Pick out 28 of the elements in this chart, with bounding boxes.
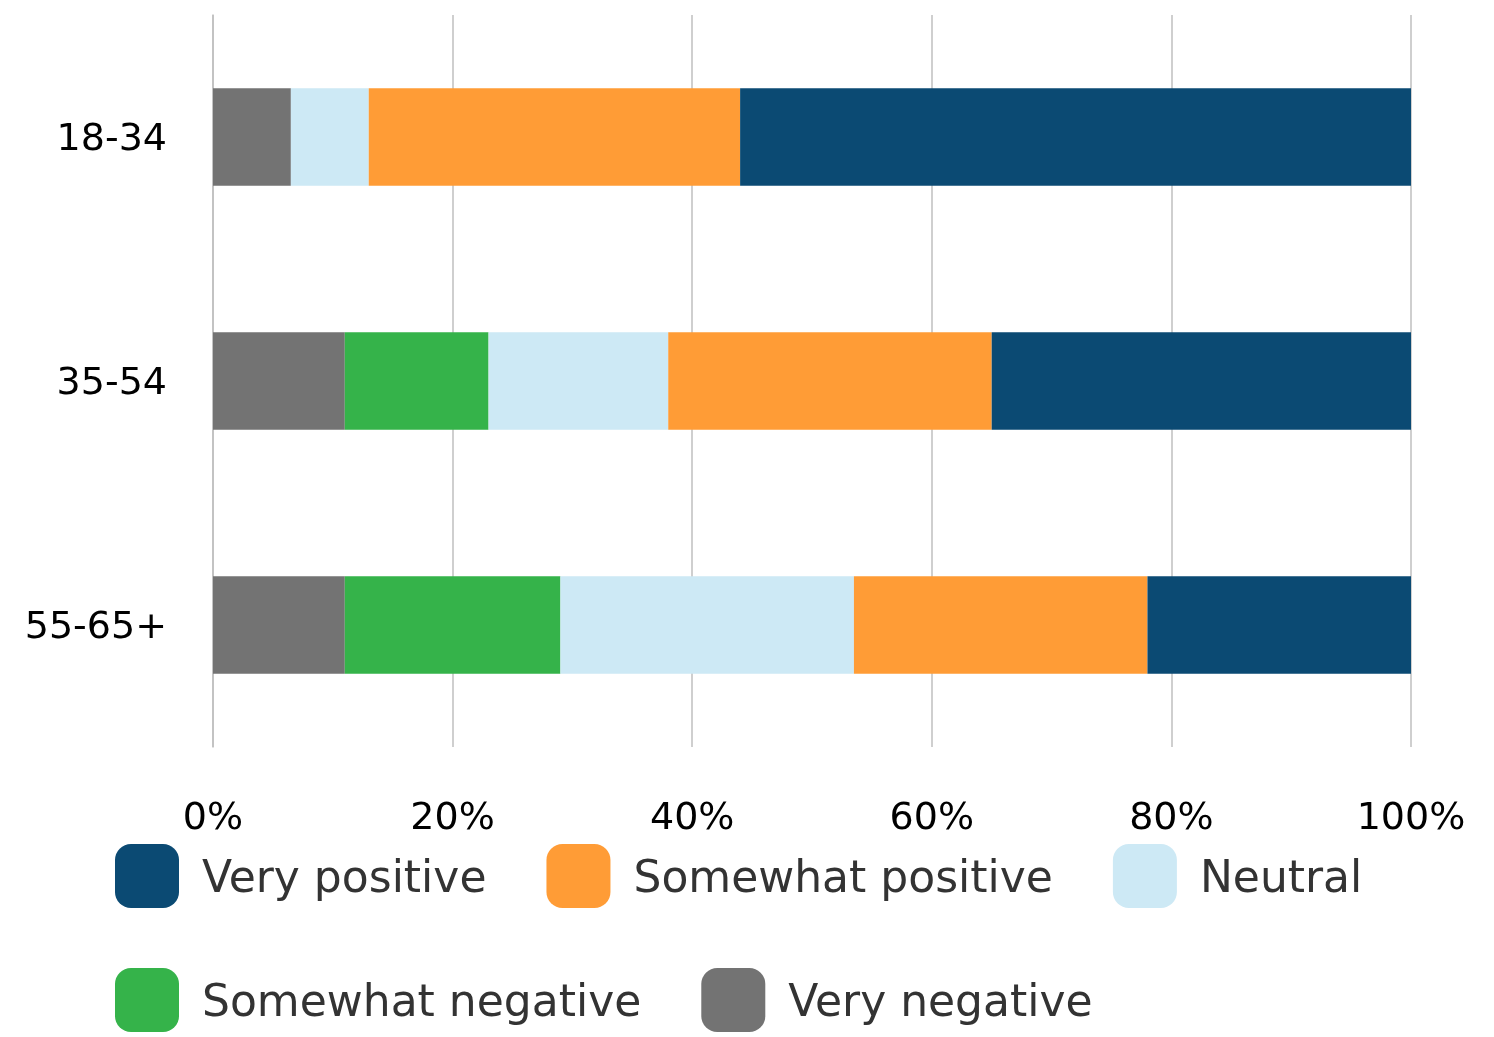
bar: [668, 332, 992, 430]
bar: [368, 88, 741, 186]
bar: [213, 332, 345, 430]
x-tick-label: 60%: [889, 794, 975, 838]
bar: [853, 576, 1148, 674]
legend-label: Very negative: [788, 974, 1093, 1026]
x-tick-label: 100%: [1356, 794, 1466, 838]
y-tick-label: 55-65+: [24, 603, 167, 647]
legend-label: Somewhat positive: [633, 850, 1053, 902]
bar: [560, 576, 854, 674]
x-tick-label: 20%: [410, 794, 495, 838]
legend-label: Neutral: [1199, 850, 1363, 902]
y-tick-label: 18-34: [56, 115, 167, 159]
x-tick-label: 80%: [1129, 794, 1214, 838]
x-tick-label: 0%: [182, 794, 244, 838]
bar: [1147, 576, 1411, 674]
y-tick-label: 35-54: [56, 359, 167, 403]
bar: [213, 88, 291, 186]
legend-label: Somewhat negative: [202, 974, 642, 1026]
legend-label: Very positive: [202, 850, 487, 902]
bar: [290, 88, 369, 186]
bar: [991, 332, 1411, 430]
bar: [488, 332, 669, 430]
x-tick-label: 40%: [649, 794, 735, 838]
bar: [344, 576, 561, 674]
bar: [213, 576, 345, 674]
bar: [740, 88, 1411, 186]
bar: [344, 332, 489, 430]
